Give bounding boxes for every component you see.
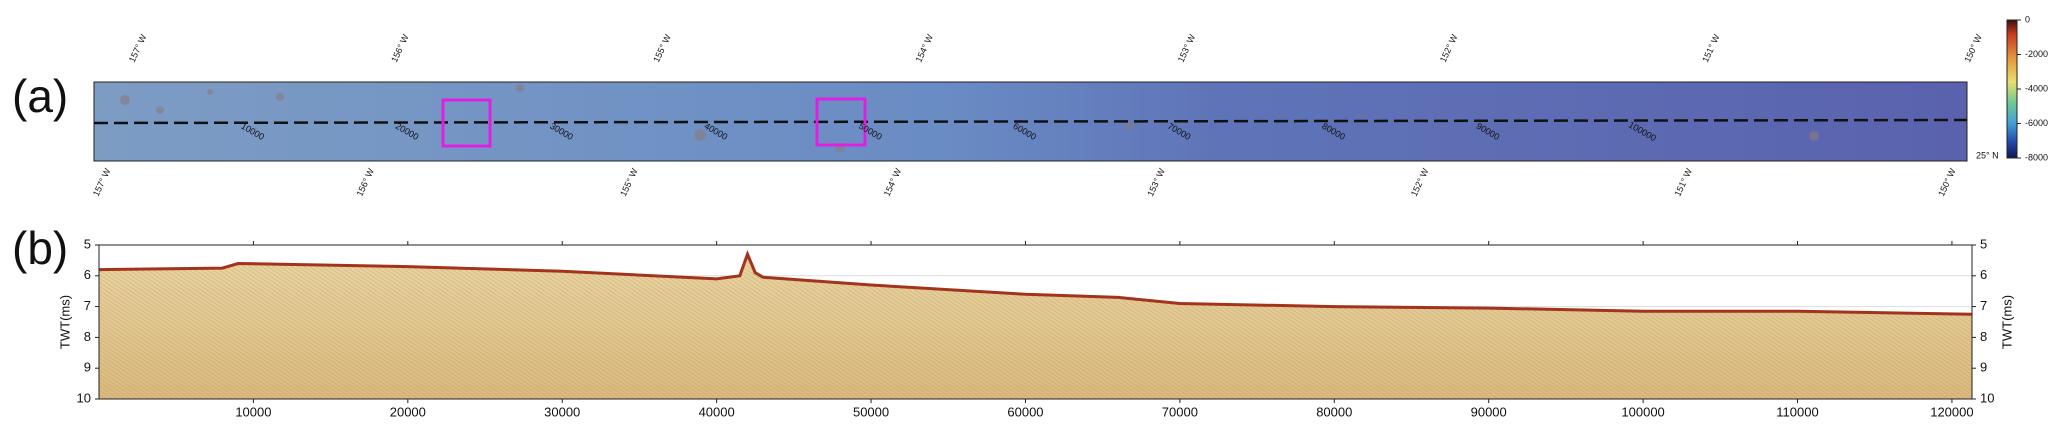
longitude-label: 156° W [389, 32, 411, 64]
longitude-label: 154° W [882, 166, 904, 198]
longitude-label: 157° W [91, 166, 113, 198]
longitude-label: 157° W [127, 32, 149, 64]
longitude-label: 150° W [1936, 166, 1958, 198]
x-tick-label: 40000 [699, 404, 735, 419]
colorbar [2006, 19, 2018, 159]
x-tick-label: 110000 [1776, 404, 1818, 419]
colorbar-tick-label: -4000 [2025, 83, 2048, 93]
colorbar-tick-label: -2000 [2025, 49, 2048, 59]
y-tick-label: 8 [84, 329, 91, 344]
track-line [93, 118, 1968, 125]
longitude-label: 152° W [1438, 32, 1460, 64]
y-tick-label: 5 [84, 236, 91, 251]
map-panel: (a) 25° N [12, 19, 2018, 162]
highlight-box [441, 98, 492, 148]
y-axis-label: TWT(ms) [57, 295, 72, 349]
longitude-label: 156° W [355, 166, 377, 198]
x-tick-label: 100000 [1621, 404, 1664, 419]
y-tick-label: 9 [1980, 360, 1987, 375]
x-tick-label: 90000 [1471, 404, 1507, 419]
longitude-label: 153° W [1145, 166, 1167, 198]
longitude-label: 152° W [1409, 166, 1431, 198]
seismic-panel: (b) TWT(ms) TWT(ms) [12, 222, 2014, 349]
y-tick-label: 10 [1980, 390, 1994, 405]
y-tick-label: 6 [1980, 267, 1987, 282]
panel-label: (b) [12, 222, 68, 274]
y-tick-label: 10 [77, 390, 91, 405]
x-tick-label: 50000 [853, 404, 889, 419]
x-tick-label: 30000 [544, 404, 580, 419]
y-tick-label: 5 [1980, 236, 1987, 251]
x-tick-label: 120000 [1930, 404, 1973, 419]
x-tick-label: 80000 [1316, 404, 1352, 419]
plot-frame [98, 244, 1973, 400]
seafloor-reflector [98, 250, 1973, 316]
y-tick-label: 7 [84, 298, 91, 313]
y-axis-label: TWT(ms) [1999, 295, 2014, 349]
highlight-box [815, 97, 867, 147]
longitude-label: 154° W [914, 32, 936, 64]
y-tick-label: 8 [1980, 329, 1987, 344]
y-tick-label: 9 [84, 360, 91, 375]
x-tick-label: 70000 [1162, 404, 1198, 419]
colorbar-tick-label: -6000 [2025, 118, 2048, 128]
y-tick-label: 7 [1980, 298, 1987, 313]
longitude-label: 153° W [1176, 32, 1198, 64]
x-tick-label: 10000 [235, 404, 271, 419]
colorbar-tick-label: -8000 [2025, 152, 2048, 162]
longitude-label: 155° W [651, 32, 673, 64]
longitude-label: 150° W [1962, 32, 1984, 64]
longitude-label: 155° W [618, 166, 640, 198]
panel-label: (a) [12, 70, 68, 122]
x-tick-label: 20000 [390, 404, 426, 419]
x-tick-label: 60000 [1007, 404, 1043, 419]
longitude-label: 151° W [1700, 32, 1722, 64]
y-tick-label: 6 [84, 267, 91, 282]
sediment-texture [99, 254, 1972, 399]
latitude-label: 25° N [1976, 150, 1999, 160]
longitude-label: 151° W [1673, 166, 1695, 198]
colorbar-tick-label: 0 [2025, 14, 2030, 24]
